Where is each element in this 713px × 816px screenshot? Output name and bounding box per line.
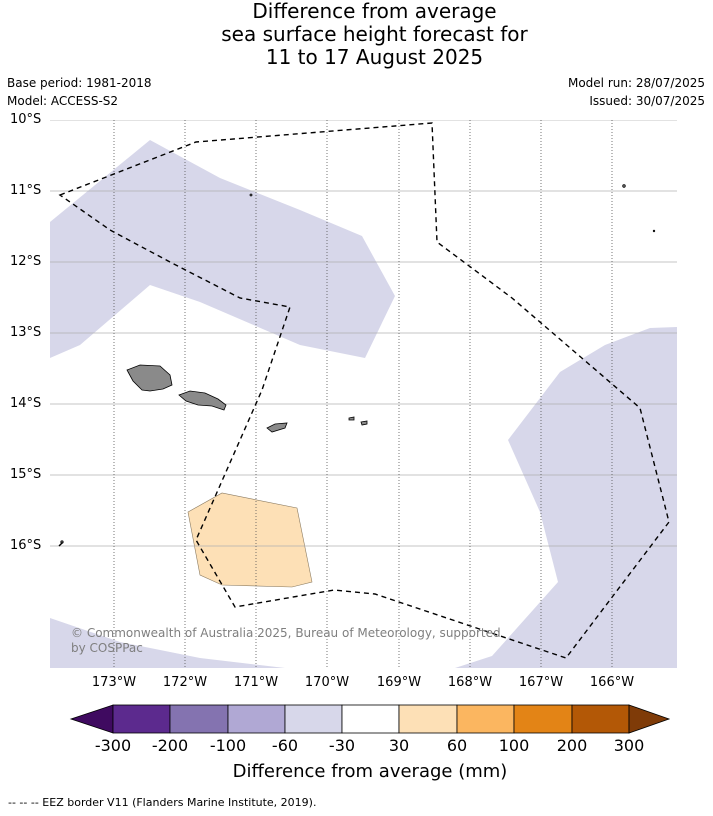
eez-legend-note: -- -- -- EEZ border V11 (Flanders Marine… — [8, 796, 317, 809]
meta-left: Base period: 1981-2018 Model: ACCESS-S2 — [7, 74, 152, 110]
eez-samoa — [58, 122, 670, 659]
base-period-text: Base period: 1981-2018 — [7, 76, 152, 90]
lat-gridlines — [50, 120, 677, 547]
map-area — [50, 120, 677, 668]
model-run-text: Model run: 28/07/2025 — [567, 76, 705, 90]
ofu-island — [348, 416, 355, 421]
lat-label-16s: 16°S — [10, 538, 42, 553]
lon-label-167w: 167°W — [518, 675, 564, 690]
lon-label-171w: 171°W — [233, 675, 279, 690]
title-line-2: sea surface height forecast for — [221, 22, 528, 46]
tau-island — [360, 420, 368, 426]
anomaly-region-pos — [187, 492, 313, 588]
anomaly-region-neg-east — [455, 327, 677, 668]
colorbar-bin-7 — [456, 704, 515, 734]
lon-gridlines — [113, 120, 613, 668]
lon-label-168w: 168°W — [447, 675, 493, 690]
eez-borders — [58, 122, 670, 659]
tutuila-island — [266, 422, 288, 433]
colorbar-tick-label: -300 — [94, 736, 132, 755]
colorbar-bin-4 — [284, 704, 343, 734]
lat-label-13s: 13°S — [10, 325, 42, 340]
colorbar-tick-label: 300 — [613, 736, 645, 755]
model-text: Model: ACCESS-S2 — [7, 94, 119, 108]
lon-label-166w: 166°W — [589, 675, 635, 690]
lat-label-15s: 15°S — [10, 467, 42, 482]
colorbar-tick-label: -200 — [151, 736, 189, 755]
title-line-1: Difference from average — [252, 0, 497, 23]
issued-text: Issued: 30/07/2025 — [589, 94, 705, 108]
lat-label-11s: 11°S — [10, 183, 42, 198]
colorbar-under-arrow — [69, 704, 114, 734]
colorbar-bin-8 — [513, 704, 573, 734]
colorbar-bin-3 — [227, 704, 286, 734]
colorbar-bin-6 — [398, 704, 458, 734]
lon-label-169w: 169°W — [376, 675, 422, 690]
anomaly-region-neg-north — [50, 140, 395, 358]
colorbar-tick-label: 60 — [446, 736, 468, 755]
colorbar-tick-label: -60 — [271, 736, 299, 755]
meta-right: Model run: 28/07/2025 Issued: 30/07/2025 — [568, 74, 705, 110]
copyright-notice: © Commonwealth of Australia 2025, Bureau… — [71, 626, 501, 655]
eez-west-fragment — [58, 539, 66, 547]
small-atoll-east — [652, 229, 656, 233]
swains-island — [249, 193, 253, 197]
colorbar — [69, 704, 671, 734]
savaii-island — [126, 364, 173, 392]
colorbar-over-arrow — [628, 704, 671, 734]
colorbar-tick-label: -100 — [209, 736, 247, 755]
colorbar-bin-5 — [341, 704, 400, 734]
lat-label-14s: 14°S — [10, 396, 42, 411]
lat-label-10s: 10°S — [10, 112, 42, 127]
lat-label-12s: 12°S — [10, 254, 42, 269]
title-line-3: 11 to 17 August 2025 — [265, 45, 484, 69]
upolu-island — [178, 390, 227, 411]
anomaly-region-neg-south — [50, 618, 285, 668]
lon-label-170w: 170°W — [304, 675, 350, 690]
colorbar-title: Difference from average (mm) — [232, 761, 508, 782]
lon-label-173w: 173°W — [91, 675, 137, 690]
islands — [60, 184, 656, 544]
colorbar-tick-label: -30 — [328, 736, 356, 755]
colorbar-tick-label: 30 — [388, 736, 410, 755]
colorbar-bin-9 — [571, 704, 630, 734]
colorbar-bin-2 — [169, 704, 229, 734]
colorbar-tick-label: 100 — [498, 736, 530, 755]
lon-label-172w: 172°W — [162, 675, 208, 690]
tokelau-atoll — [622, 184, 626, 188]
colorbar-bin-1 — [112, 704, 171, 734]
map-title: Difference from average sea surface heig… — [0, 0, 713, 69]
colorbar-tick-label: 200 — [556, 736, 588, 755]
